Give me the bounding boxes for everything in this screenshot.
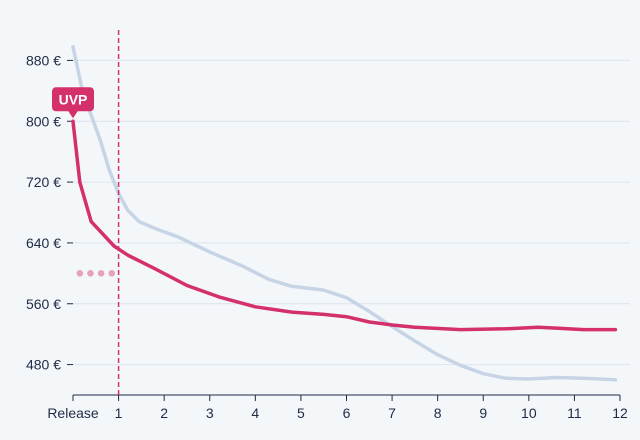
dotted-series-point xyxy=(76,270,84,277)
x-tick-label: 6 xyxy=(343,405,351,421)
y-tick-label: 560 € xyxy=(26,296,61,312)
x-tick-label: 5 xyxy=(297,405,305,421)
x-tick-label: 9 xyxy=(479,405,487,421)
uvp-badge-label: UVP xyxy=(59,91,88,107)
x-tick-label: 11 xyxy=(567,405,582,421)
x-tick-label: 1 xyxy=(115,405,123,421)
series-line-grey xyxy=(71,44,618,382)
dotted-series-point xyxy=(97,270,105,277)
x-tick-label: 12 xyxy=(612,405,628,421)
dotted-series-point xyxy=(108,270,116,277)
y-tick-label: 480 € xyxy=(26,357,61,373)
chart-markers: UVP xyxy=(52,30,120,395)
y-tick-label: 640 € xyxy=(26,235,61,251)
grid-lines xyxy=(67,59,630,366)
x-tick-label: 4 xyxy=(251,405,259,421)
series-lines xyxy=(71,44,618,382)
y-tick-label: 720 € xyxy=(26,174,61,190)
dotted-series-point xyxy=(87,270,94,277)
x-axis: Release 1 2 3 4 5 6 7 8 9 10 11 12 xyxy=(47,394,628,421)
uvp-badge xyxy=(52,87,94,112)
x-tick-label: 2 xyxy=(160,405,168,421)
x-tick-label: 10 xyxy=(521,405,537,421)
uvp-badge-pointer xyxy=(68,110,78,119)
x-tick-label: Release xyxy=(47,405,99,421)
y-tick-label: 880 € xyxy=(26,52,61,68)
y-tick-label: 800 € xyxy=(26,113,61,129)
x-tick-label: 3 xyxy=(206,405,214,421)
x-tick-label: 7 xyxy=(388,405,396,421)
y-axis-labels: 480 € 560 € 640 € 720 € 800 € 880 € xyxy=(26,52,61,372)
x-tick-label: 8 xyxy=(434,405,442,421)
